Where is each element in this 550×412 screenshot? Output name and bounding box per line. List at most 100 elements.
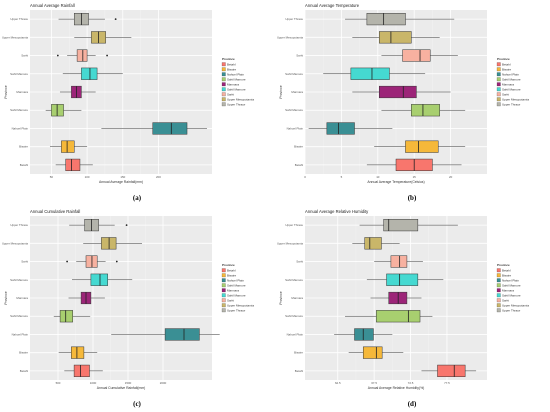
box-4: [352, 85, 451, 99]
box-3: [323, 67, 426, 80]
box-4: [370, 291, 422, 305]
y-tick-label: Sahil Mamure: [10, 278, 28, 282]
legend-swatch: [496, 303, 501, 308]
y-tick-label: Sarhi: [296, 260, 303, 264]
chart-panel-cumulative-rainfall: Annual Cumulative Rainfall 500 1000 1500 200…: [0, 206, 275, 412]
x-axis-title: Annual Cumulative Rainfall(mm): [97, 386, 146, 390]
box-8: [64, 364, 103, 377]
legend-label: Marmara: [227, 83, 239, 87]
box-8: [421, 364, 477, 377]
legend-swatch: [496, 268, 501, 273]
y-tick-label: Upper Mesopotamia: [277, 35, 303, 39]
box-5: [381, 104, 466, 117]
x-tick-label: 62.5: [335, 381, 341, 385]
box-1: [352, 237, 400, 250]
x-tick-label: 150: [120, 175, 125, 179]
box-iqr: [383, 219, 419, 232]
legend-swatch: [496, 82, 501, 87]
y-tick-label: Upper Mesopotamia: [2, 35, 28, 39]
box-5: [45, 104, 82, 117]
y-tick-label: Upper Mesopotamia: [2, 241, 28, 245]
legend-label: Upper Thrace: [502, 309, 521, 313]
box-2: [374, 255, 423, 268]
legend-label: Bisaire: [227, 274, 237, 278]
legend-label: Sahil Mamure: [502, 88, 521, 92]
legend-label: Sahil Mamure: [502, 78, 521, 82]
y-tick-label: Upper Thrace: [285, 17, 303, 21]
x-axis-title: Annual Average Rainfall(mm): [99, 180, 143, 184]
box-iqr: [326, 122, 355, 135]
box-0: [359, 219, 458, 232]
box-iqr: [90, 273, 108, 286]
y-tick-label: Sahil Mamure: [285, 108, 303, 112]
legend-label: Sarhi: [502, 299, 509, 303]
y-axis-title: Province: [4, 85, 8, 98]
legend-swatch: [221, 303, 226, 308]
legend-swatch: [496, 283, 501, 288]
legend-swatch: [221, 283, 226, 288]
legend-label: Bisaire: [502, 274, 512, 278]
legend-swatch: [496, 62, 501, 67]
outlier-point: [125, 224, 128, 227]
legend-swatch: [221, 97, 226, 102]
legend-swatch: [221, 77, 226, 82]
y-tick-label: Sahil Mamure: [10, 72, 28, 76]
legend-label: Sarhi: [227, 93, 234, 97]
legend-swatch: [221, 288, 226, 293]
legend-swatch: [221, 278, 226, 283]
x-tick-label: 20: [449, 175, 453, 179]
legend-swatch: [221, 308, 226, 313]
legend-label: Betahl: [502, 269, 511, 273]
chart-panel-rainfall: Annual Average Rainfall 50 100 150 200 Upper …: [0, 0, 275, 206]
x-tick-label: 5: [341, 175, 343, 179]
y-axis-title: Province: [4, 291, 8, 304]
y-tick-label: Nahoel Plain: [12, 332, 29, 336]
legend-label: Nahoel Plain: [502, 279, 519, 283]
box-iqr: [411, 104, 440, 117]
box-2: [56, 49, 108, 62]
box-6: [308, 122, 393, 135]
box-2: [66, 255, 118, 268]
x-tick-label: 67.5: [371, 381, 377, 385]
y-tick-label: Sahil Mamure: [285, 314, 303, 318]
box-0: [69, 219, 128, 232]
chart-title: Annual Cumulative Rainfall: [30, 209, 80, 214]
y-tick-label: Sarhi: [296, 54, 303, 58]
legend-swatch: [221, 62, 226, 67]
box-5: [345, 310, 433, 323]
box-iqr: [437, 364, 466, 377]
box-1: [83, 237, 142, 250]
x-tick-label: 0: [304, 175, 306, 179]
legend-label: Sarhi: [227, 299, 234, 303]
box-4: [68, 291, 105, 305]
legend-swatch: [496, 293, 501, 298]
legend-swatch: [496, 72, 501, 77]
x-tick-label: 10: [376, 175, 380, 179]
x-tick-label: 1000: [90, 381, 97, 385]
box-7: [374, 140, 466, 153]
box-iqr: [364, 237, 382, 250]
legend-label: Upper Mesopotamia: [227, 304, 254, 308]
x-tick-label: 50: [50, 175, 54, 179]
y-tick-label: Marmara: [291, 90, 303, 94]
legend-swatch: [496, 298, 501, 303]
y-tick-label: Sahil Mamure: [10, 108, 28, 112]
legend-label: Betahl: [227, 63, 236, 67]
legend-label: Sahil Mamure: [502, 294, 521, 298]
y-tick-label: Betahl: [20, 163, 29, 167]
chart-svg: Annual Average Relative Humidity 62.5 67.5…: [277, 209, 529, 408]
box-iqr: [390, 255, 408, 268]
chart-panel-humidity: Annual Average Relative Humidity 62.5 67.5…: [275, 206, 550, 412]
x-tick-label: 100: [85, 175, 90, 179]
box-7: [348, 346, 404, 359]
y-tick-label: Bisaire: [294, 145, 303, 149]
legend-label: Sarhi: [502, 93, 509, 97]
legend-label: Sahil Mamure: [502, 284, 521, 288]
chart-panel-temperature: Annual Average Temperature 0 5 10 15 20 Upper …: [275, 0, 550, 206]
box-8: [366, 158, 462, 171]
chart-svg: Annual Average Temperature 0 5 10 15 20 Upper …: [277, 3, 529, 202]
legend-label: Upper Mesopotamia: [227, 98, 254, 102]
y-tick-label: Bisaire: [294, 351, 303, 355]
legend-swatch: [221, 293, 226, 298]
legend-swatch: [496, 77, 501, 82]
